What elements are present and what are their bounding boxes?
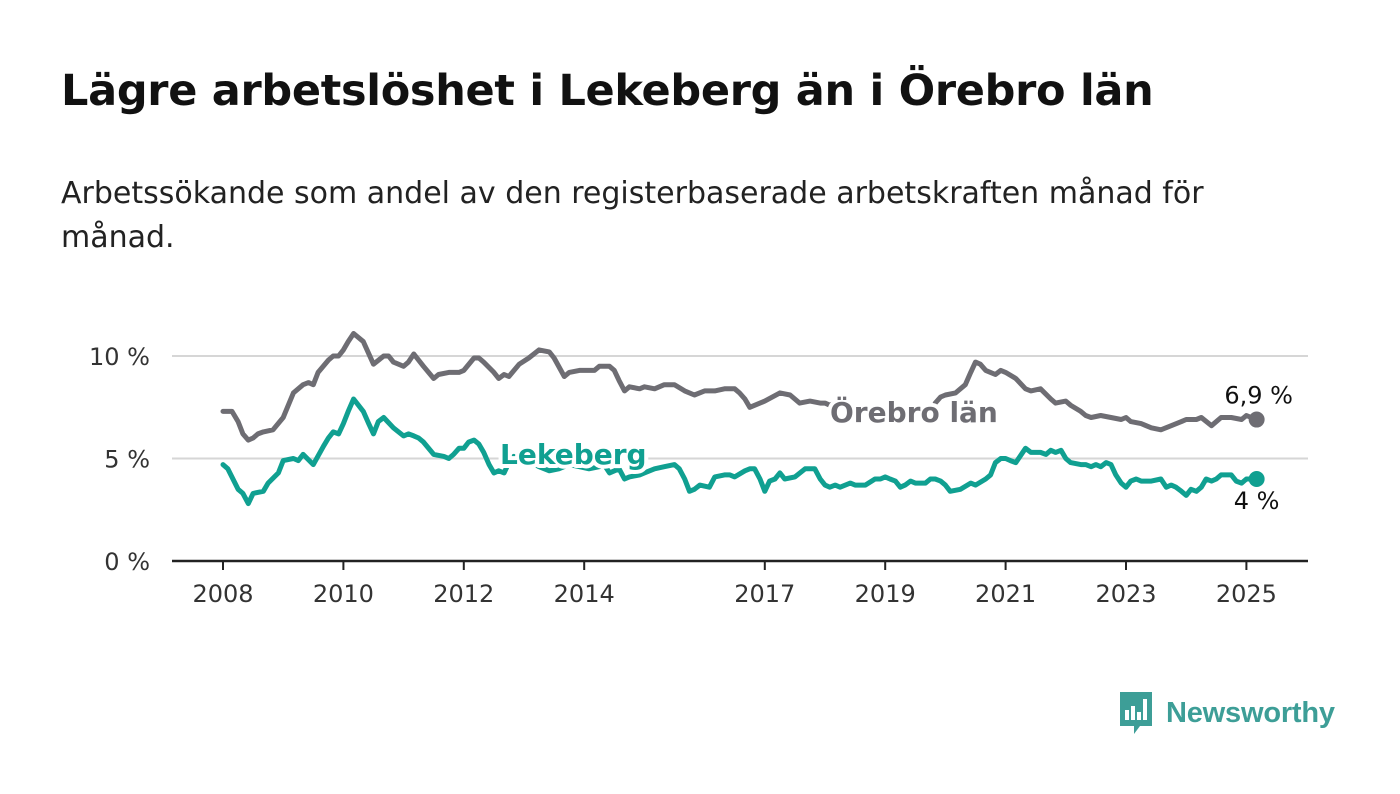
x-tick-label: 2019	[855, 580, 916, 608]
y-tick-label: 0 %	[104, 548, 150, 576]
x-tick-label: 2017	[734, 580, 795, 608]
x-tick-label: 2008	[192, 580, 253, 608]
brand-logo: Newsworthy	[1118, 690, 1335, 736]
series-label-orebro-lan: Örebro län	[830, 395, 998, 429]
series-line-orebro-lan	[932, 359, 1260, 433]
chart-title: Lägre arbetslöshet i Lekeberg än i Örebr…	[61, 66, 1154, 116]
x-tick-label: 2014	[554, 580, 615, 608]
bar-chart-speech-bubble-icon	[1120, 692, 1152, 734]
series-line-orebro-lan	[220, 331, 848, 443]
y-tick-label: 10 %	[89, 343, 150, 371]
brand-name: Newsworthy	[1166, 696, 1335, 729]
end-point-orebro-lan	[1248, 411, 1265, 428]
end-point-lekeberg	[1248, 471, 1265, 487]
series-line-lekeberg	[220, 396, 1260, 507]
series-label-lekeberg: Lekeberg	[500, 438, 647, 471]
end-value-label-lekeberg: 4 %	[1234, 487, 1280, 515]
x-tick-label: 2021	[975, 580, 1036, 608]
x-tick-label: 2010	[313, 580, 374, 608]
x-tick-label: 2023	[1095, 580, 1156, 608]
end-value-label-orebro-lan: 6,9 %	[1224, 382, 1293, 410]
x-tick-label: 2012	[433, 580, 494, 608]
x-tick-label: 2025	[1216, 580, 1277, 608]
chart-subtitle: Arbetssökande som andel av den registerb…	[61, 176, 1204, 255]
y-tick-label: 5 %	[104, 446, 150, 474]
